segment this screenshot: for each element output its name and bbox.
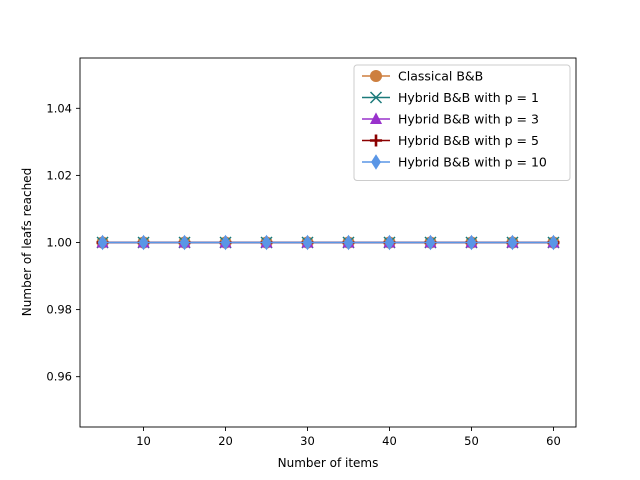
y-axis-label: Number of leafs reached	[20, 168, 34, 316]
data-point	[466, 234, 477, 251]
legend: Classical B&B Hybrid B&B with p = 1 Hybrid…	[353, 64, 571, 181]
data-point	[384, 234, 395, 251]
series-5	[97, 234, 559, 251]
data-point	[425, 234, 436, 251]
data-point	[138, 234, 149, 251]
data-point	[261, 234, 272, 251]
x-tick-label: 10	[136, 434, 151, 448]
data-point	[220, 234, 231, 251]
legend-label: Hybrid B&B with p = 3	[398, 112, 539, 127]
data-point	[179, 234, 190, 251]
legend-marker	[369, 134, 383, 147]
data-point	[507, 234, 518, 251]
legend-label: Hybrid B&B with p = 5	[398, 133, 539, 148]
legend-box	[353, 64, 571, 181]
y-tick-label: 1.00	[46, 236, 72, 250]
x-tick-label: 60	[546, 434, 561, 448]
y-tick-label: 1.02	[46, 168, 72, 182]
x-tick-label: 40	[382, 434, 397, 448]
x-tick-label: 20	[218, 434, 233, 448]
legend-label: Classical B&B	[398, 69, 483, 84]
data-point	[343, 234, 354, 251]
legend-marker	[371, 154, 381, 170]
data-point	[548, 234, 559, 251]
legend-entry-5: Hybrid B&B with p = 10	[362, 154, 547, 170]
data-point	[302, 234, 313, 251]
y-tick-label: 0.98	[46, 303, 72, 317]
x-axis-label: Number of items	[278, 456, 379, 470]
data-point	[97, 234, 108, 251]
legend-entry-3: Hybrid B&B with p = 3	[362, 112, 539, 127]
y-tick-label: 0.96	[46, 370, 72, 384]
x-tick-label: 50	[464, 434, 479, 448]
legend-marker	[369, 91, 383, 104]
y-tick-label: 1.04	[46, 101, 72, 115]
plot-area	[96, 234, 560, 251]
legend-marker	[369, 69, 383, 83]
legend-entry-4: Hybrid B&B with p = 5	[362, 133, 539, 148]
legend-label: Hybrid B&B with p = 10	[398, 155, 547, 170]
axes: 10 20 30 40 50 60 0.96 0.98 1.00 1.02 1.04	[46, 57, 577, 448]
legend-entry-2: Hybrid B&B with p = 1	[362, 90, 539, 105]
x-tick-label: 30	[300, 434, 315, 448]
legend-marker	[369, 112, 383, 124]
legend-entry-1: Classical B&B	[362, 69, 483, 84]
legend-label: Hybrid B&B with p = 1	[398, 90, 539, 105]
